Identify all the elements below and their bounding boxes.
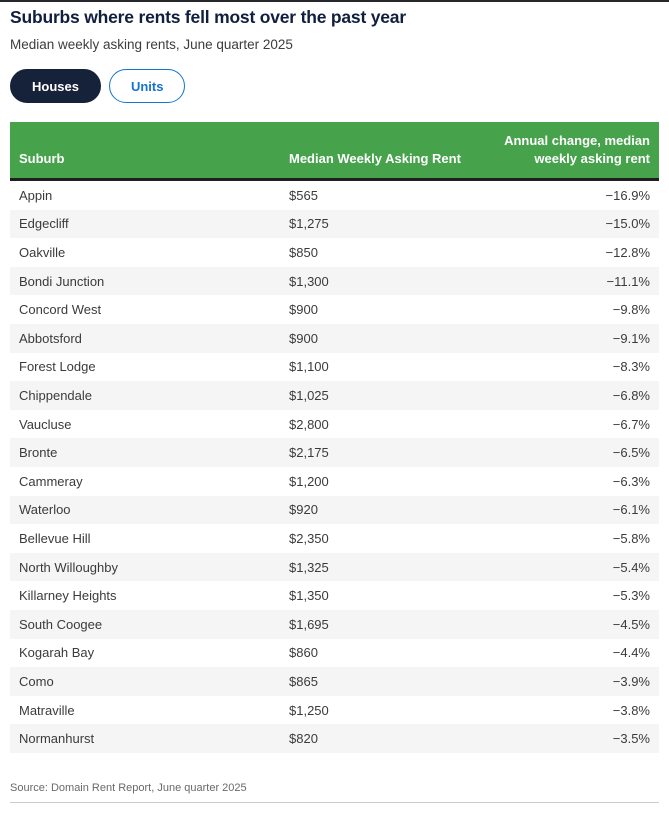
rent-cell: $1,350 xyxy=(289,588,329,604)
change-cell: −5.8% xyxy=(612,531,650,547)
table-row: Bellevue Hill $2,350 −5.8% xyxy=(10,524,659,553)
table-row: Matraville $1,250 −3.8% xyxy=(10,696,659,725)
toggle-units-button[interactable]: Units xyxy=(108,69,186,103)
toggle-houses-button[interactable]: Houses xyxy=(10,69,101,103)
suburb-cell: Bellevue Hill xyxy=(19,531,91,547)
suburb-cell: Como xyxy=(19,673,54,689)
rent-cell: $1,275 xyxy=(289,216,329,232)
table-row: Waterloo $920 −6.1% xyxy=(10,495,659,525)
change-cell: −15.0% xyxy=(605,216,650,232)
table-row: Vaucluse $2,800 −6.7% xyxy=(10,410,659,439)
table-row: Killarney Heights $1,350 −5.3% xyxy=(10,581,659,610)
change-cell: −4.4% xyxy=(612,645,650,661)
change-cell: −6.5% xyxy=(612,445,650,461)
table-row: Appin $565 −16.9% xyxy=(10,180,659,210)
table-row: Kogarah Bay $860 −4.4% xyxy=(10,639,659,668)
rent-cell: $900 xyxy=(289,302,318,318)
property-type-toggle: Houses Units xyxy=(10,69,659,103)
table-row: Edgecliff $1,275 −15.0% xyxy=(10,209,659,239)
suburb-cell: Killarney Heights xyxy=(19,588,117,604)
rent-cell: $865 xyxy=(289,673,318,689)
column-header-rent: Median Weekly Asking Rent xyxy=(280,122,488,182)
rent-cell: $850 xyxy=(289,245,318,261)
change-cell: −5.3% xyxy=(612,588,650,604)
table-row: Bronte $2,175 −6.5% xyxy=(10,438,659,468)
table-row: South Coogee $1,695 −4.5% xyxy=(10,610,659,639)
table-header-row: Suburb Median Weekly Asking Rent Annual … xyxy=(10,122,659,182)
suburb-cell: Appin xyxy=(19,187,53,203)
suburb-cell: Bronte xyxy=(19,445,58,461)
table-row: Bondi Junction $1,300 −11.1% xyxy=(10,266,659,296)
rent-cell: $1,695 xyxy=(289,616,329,632)
suburb-cell: Normanhurst xyxy=(19,731,95,747)
change-cell: −12.8% xyxy=(605,245,650,261)
change-cell: −16.9% xyxy=(605,187,650,203)
rent-cell: $2,175 xyxy=(289,445,329,461)
suburb-cell: South Coogee xyxy=(19,616,103,632)
change-cell: −9.1% xyxy=(612,330,650,346)
rent-cell: $1,200 xyxy=(289,473,329,489)
rent-cell: $2,800 xyxy=(289,416,329,432)
suburb-cell: Bondi Junction xyxy=(19,273,105,289)
rent-cell: $920 xyxy=(289,502,318,518)
suburb-cell: Waterloo xyxy=(19,502,71,518)
change-cell: −4.5% xyxy=(612,616,650,632)
rent-cell: $565 xyxy=(289,187,318,203)
bottom-divider xyxy=(10,801,659,803)
table-row: Concord West $900 −9.8% xyxy=(10,295,659,324)
change-cell: −6.7% xyxy=(612,416,650,432)
column-header-suburb: Suburb xyxy=(10,122,280,182)
table-header: Suburb Median Weekly Asking Rent Annual … xyxy=(10,122,659,182)
rent-cell: $1,100 xyxy=(289,359,329,375)
change-cell: −5.4% xyxy=(612,559,650,575)
table-row: Chippendale $1,025 −6.8% xyxy=(10,381,659,410)
change-cell: −3.5% xyxy=(612,731,650,747)
change-cell: −6.8% xyxy=(612,388,650,404)
suburb-cell: Matraville xyxy=(19,702,75,718)
rent-cell: $1,325 xyxy=(289,559,329,575)
suburb-cell: Concord West xyxy=(19,302,102,318)
table-row: Normanhurst $820 −3.5% xyxy=(10,724,659,753)
table-row: Forest Lodge $1,100 −8.3% xyxy=(10,353,659,382)
suburb-cell: Vaucluse xyxy=(19,416,72,432)
table-row: Como $865 −3.9% xyxy=(10,667,659,696)
suburb-cell: North Willoughby xyxy=(19,559,118,575)
suburb-cell: Forest Lodge xyxy=(19,359,96,375)
rent-cell: $1,025 xyxy=(289,388,329,404)
suburb-cell: Kogarah Bay xyxy=(19,645,95,661)
change-cell: −9.8% xyxy=(612,302,650,318)
change-cell: −6.3% xyxy=(612,473,650,489)
table-row: North Willoughby $1,325 −5.4% xyxy=(10,552,659,582)
change-cell: −3.9% xyxy=(612,673,650,689)
rent-cell: $900 xyxy=(289,330,318,346)
rent-cell: $2,350 xyxy=(289,531,329,547)
suburb-cell: Cammeray xyxy=(19,473,83,489)
table-row: Oakville $850 −12.8% xyxy=(10,238,659,267)
suburb-cell: Edgecliff xyxy=(19,216,69,232)
table-body: Appin $565 −16.9% Edgecliff $1,275 −15.0… xyxy=(10,180,659,753)
top-divider xyxy=(0,0,669,2)
column-header-change: Annual change, median weekly asking rent xyxy=(488,122,659,182)
suburb-cell: Abbotsford xyxy=(19,330,82,346)
rents-table: Suburb Median Weekly Asking Rent Annual … xyxy=(10,122,659,753)
widget-container: Suburbs where rents fell most over the p… xyxy=(0,7,669,803)
change-cell: −3.8% xyxy=(612,702,650,718)
source-note: Source: Domain Rent Report, June quarter… xyxy=(10,781,247,794)
rent-cell: $860 xyxy=(289,645,318,661)
rent-cell: $820 xyxy=(289,731,318,747)
page-title: Suburbs where rents fell most over the p… xyxy=(10,7,406,27)
suburb-cell: Chippendale xyxy=(19,388,93,404)
rent-cell: $1,300 xyxy=(289,273,329,289)
change-cell: −6.1% xyxy=(612,502,650,518)
change-cell: −11.1% xyxy=(606,273,651,289)
table-row: Abbotsford $900 −9.1% xyxy=(10,324,659,353)
suburb-cell: Oakville xyxy=(19,245,66,261)
rent-cell: $1,250 xyxy=(289,702,329,718)
change-cell: −8.3% xyxy=(612,359,650,375)
page-subtitle: Median weekly asking rents, June quarter… xyxy=(10,37,293,52)
table-row: Cammeray $1,200 −6.3% xyxy=(10,467,659,496)
